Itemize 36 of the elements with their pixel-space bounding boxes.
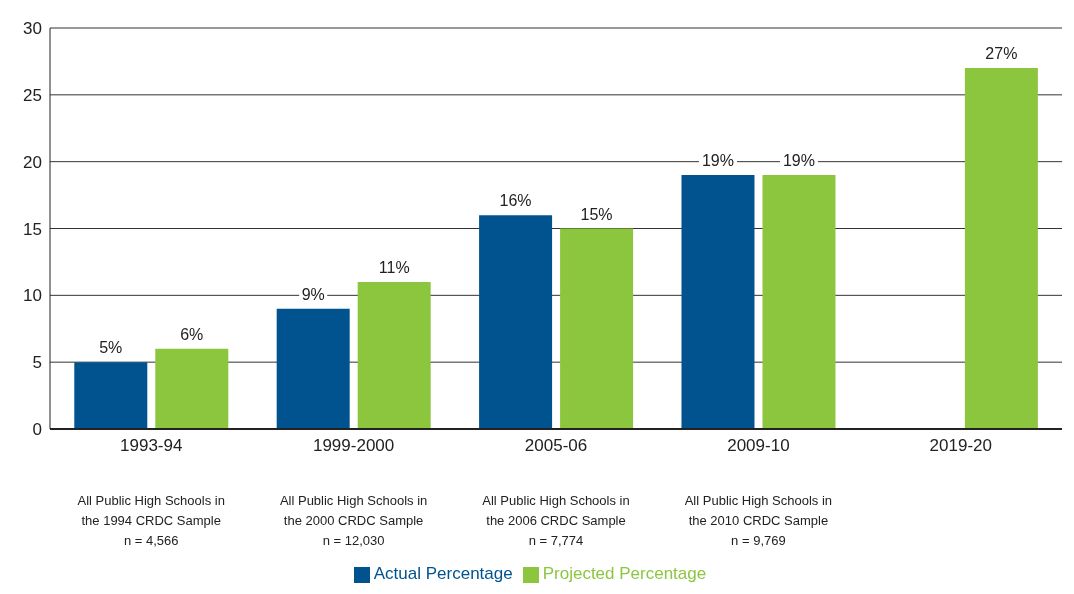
data-label: 19% (782, 152, 815, 170)
data-label: 27% (985, 45, 1018, 63)
bar (762, 175, 836, 429)
y-tick-label: 10 (23, 286, 42, 306)
data-label: 15% (580, 205, 613, 223)
legend-label: Projected Percentage (542, 564, 707, 583)
y-tick-label: 5 (32, 353, 42, 373)
y-tick-label: 20 (23, 152, 42, 172)
y-tick-label: 0 (32, 420, 42, 440)
data-label: 19% (701, 152, 734, 170)
legend-label: Actual Percentage (373, 564, 513, 583)
bar (479, 215, 553, 429)
bar (964, 68, 1038, 429)
x-tick-label: 1993-94 (120, 436, 183, 455)
y-tick-label: 25 (23, 85, 42, 105)
x-tick-label: 2005-06 (524, 436, 588, 455)
x-tick-label: 1999-2000 (312, 436, 395, 455)
text: All Public High Schools in the 1994 CRDC Sample n = 4,566 (77, 493, 225, 548)
text: All Public High Schools in the 2000 CRDC Sample n = 12,030 (279, 493, 428, 548)
text: All Public High Schools in the 2006 CRDC Sample n = 7,774 (482, 493, 630, 548)
bar (357, 281, 431, 429)
bar (681, 175, 755, 429)
bar (74, 362, 148, 429)
x-tick-label: 2009-10 (727, 436, 790, 455)
data-label: 5% (99, 339, 123, 357)
data-label: 16% (499, 192, 532, 210)
x-tick-label: 2019-20 (929, 436, 992, 455)
data-label: 9% (301, 285, 325, 303)
y-tick-label: 15 (23, 219, 42, 239)
bar (276, 308, 350, 429)
y-tick-label: 30 (23, 19, 42, 39)
data-label: 11% (378, 258, 410, 276)
bar (560, 228, 634, 429)
text: All Public High Schools in the 2010 CRDC Sample n = 9,769 (684, 493, 833, 548)
bar (155, 348, 229, 429)
data-label: 6% (180, 325, 204, 343)
